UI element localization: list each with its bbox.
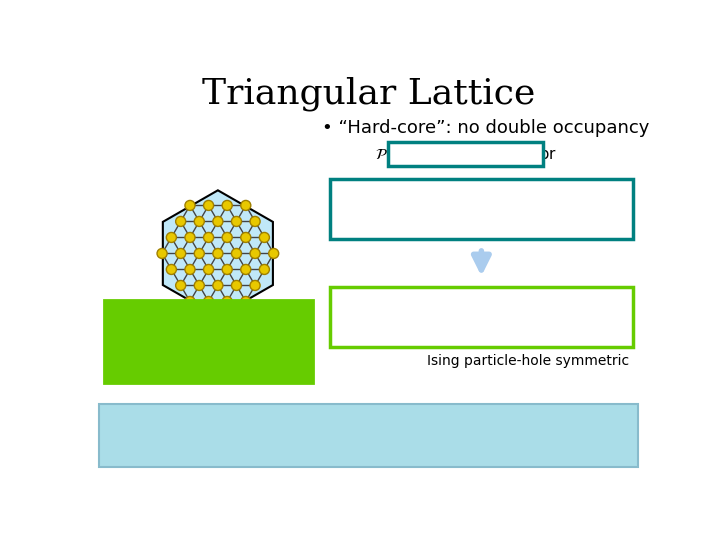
Circle shape xyxy=(166,265,176,274)
Text: “crystalline” states near half-filling: “crystalline” states near half-filling xyxy=(197,439,517,457)
Bar xyxy=(388,142,544,166)
Circle shape xyxy=(204,200,214,211)
Circle shape xyxy=(231,280,241,291)
Circle shape xyxy=(204,296,214,307)
Circle shape xyxy=(204,265,214,274)
Circle shape xyxy=(240,265,251,274)
Circle shape xyxy=(176,217,186,226)
Circle shape xyxy=(269,248,279,259)
Circle shape xyxy=(176,280,186,291)
Circle shape xyxy=(157,248,167,259)
Circle shape xyxy=(213,248,223,259)
Bar xyxy=(104,300,313,383)
Text: : Cannot satisfy all J: : Cannot satisfy all J xyxy=(184,416,363,434)
Circle shape xyxy=(185,232,195,242)
Circle shape xyxy=(240,200,251,211)
Circle shape xyxy=(222,232,233,242)
Text: Ising particle-hole symmetric: Ising particle-hole symmetric xyxy=(427,354,629,368)
Circle shape xyxy=(250,248,260,259)
Text: - no: - no xyxy=(132,439,173,457)
Circle shape xyxy=(194,280,204,291)
Bar xyxy=(99,403,638,467)
Circle shape xyxy=(185,296,195,307)
Text: simple: simple xyxy=(160,439,219,457)
Text: z: z xyxy=(324,415,330,428)
Circle shape xyxy=(176,248,186,259)
Circle shape xyxy=(194,217,204,226)
FancyArrowPatch shape xyxy=(474,251,489,270)
Text: $\mathcal{P}$ = hard-core projector: $\mathcal{P}$ = hard-core projector xyxy=(374,145,557,164)
Text: interactions: interactions xyxy=(330,416,443,434)
Circle shape xyxy=(240,296,251,307)
Text: • “Hard-core”: no double occupancy: • “Hard-core”: no double occupancy xyxy=(322,119,649,137)
Circle shape xyxy=(259,232,269,242)
Circle shape xyxy=(222,265,233,274)
Bar xyxy=(330,287,632,347)
Circle shape xyxy=(194,248,204,259)
Bar xyxy=(330,179,632,239)
Circle shape xyxy=(166,232,176,242)
Circle shape xyxy=(222,296,233,307)
Text: $H = \sum_{\langle ij\rangle} -\frac{J_\perp}{2}\left(S_i^+ S_j^- + \mathrm{h.c.: $H = \sum_{\langle ij\rangle} -\frac{J_\… xyxy=(358,298,605,336)
Circle shape xyxy=(213,280,223,291)
Circle shape xyxy=(250,280,260,291)
Text: Frustration: Frustration xyxy=(121,416,220,434)
Circle shape xyxy=(213,217,223,226)
Text: Triangular Lattice: Triangular Lattice xyxy=(202,77,536,111)
Text: •: • xyxy=(112,416,128,434)
Circle shape xyxy=(185,265,195,274)
Circle shape xyxy=(222,200,233,211)
Circle shape xyxy=(204,232,214,242)
Polygon shape xyxy=(163,190,273,316)
Circle shape xyxy=(240,232,251,242)
Circle shape xyxy=(231,217,241,226)
Text: • S=1/2 XXZ model
with FM XY and AF
Ising exchange: • S=1/2 XXZ model with FM XY and AF Isin… xyxy=(120,309,297,374)
Circle shape xyxy=(231,248,241,259)
Text: $H = -\iota\sum_{\langle ij\rangle}\mathcal{P}\!\left(b_i^\dagger b_j + \mathrm{: $H = -\iota\sum_{\langle ij\rangle}\math… xyxy=(359,190,603,227)
Circle shape xyxy=(259,265,269,274)
Circle shape xyxy=(185,200,195,211)
Circle shape xyxy=(250,217,260,226)
